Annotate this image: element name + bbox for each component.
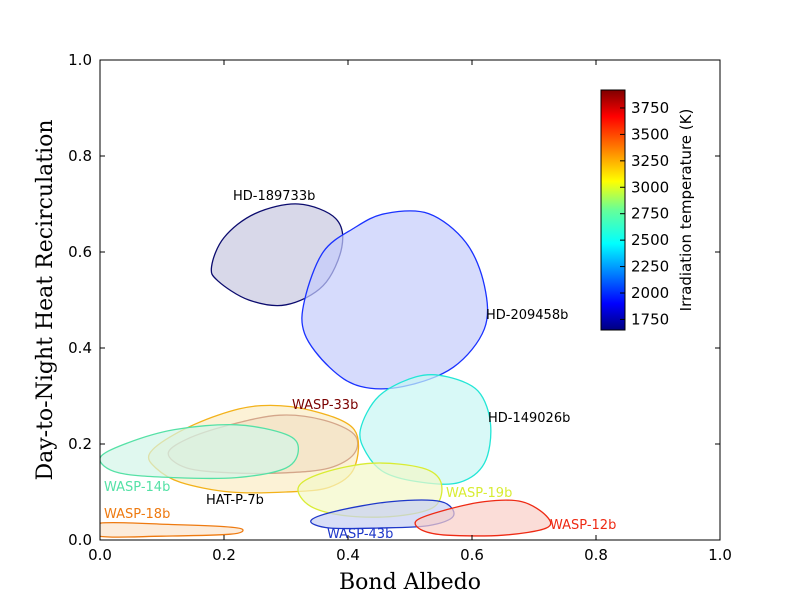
y-tick-label: 1.0 (68, 51, 92, 69)
colorbar-tick-label: 2250 (631, 258, 669, 276)
label-wasp-43b: WASP-43b (327, 527, 393, 542)
label-wasp-33b: WASP-33b (292, 398, 358, 413)
colorbar-tick-label: 3000 (631, 178, 669, 196)
y-axis-title: Day-to-Night Heat Recirculation (33, 119, 58, 480)
colorbar-tick-label: 2750 (631, 205, 669, 223)
colorbar-tick-label: 2500 (631, 231, 669, 249)
label-wasp-12b: WASP-12b (550, 518, 616, 533)
y-ticks: 0.0 0.2 0.4 0.6 0.8 1.0 (68, 51, 720, 549)
x-tick-label: 1.0 (708, 546, 732, 564)
regions (100, 203, 552, 538)
x-tick-label: 0.8 (584, 546, 608, 564)
region-wasp-14b (100, 423, 300, 480)
y-tick-label: 0.8 (68, 147, 92, 165)
colorbar-tick-label: 2000 (631, 284, 669, 302)
colorbar-gradient (600, 89, 626, 331)
x-tick-label: 0.0 (88, 546, 112, 564)
label-wasp-18b: WASP-18b (104, 507, 170, 522)
x-tick-label: 0.4 (336, 546, 360, 564)
y-tick-label: 0.4 (68, 339, 92, 357)
colorbar-ticks: 1750 2000 2250 2500 2750 3000 3250 3500 3750 (620, 99, 669, 328)
label-hd-149026b: HD-149026b (488, 411, 570, 426)
x-ticks: 0.0 0.2 0.4 0.6 0.8 1.0 (88, 60, 732, 564)
y-tick-label: 0.0 (68, 531, 92, 549)
region-wasp-12b (414, 499, 552, 537)
colorbar-title: Irradiation temperature (K) (677, 109, 695, 312)
x-axis-title: Bond Albedo (339, 570, 481, 595)
y-tick-label: 0.6 (68, 243, 92, 261)
label-hd-209458b: HD-209458b (486, 308, 568, 323)
region-hd-209458b (301, 210, 489, 390)
label-hat-p-7b: HAT-P-7b (206, 493, 264, 508)
colorbar-tick-label: 1750 (631, 310, 669, 328)
label-hd-189733b: HD-189733b (233, 189, 315, 204)
region-labels: HD-189733b HD-209458b HD-149026b WASP-33b HA… (104, 189, 616, 542)
colorbar-tick-label: 3500 (631, 125, 669, 143)
x-tick-label: 0.6 (460, 546, 484, 564)
plot-frame (99, 59, 721, 541)
label-wasp-14b: WASP-14b (104, 480, 170, 495)
colorbar: 1750 2000 2250 2500 2750 3000 3250 3500 3750 Irr… (600, 89, 695, 331)
region-wasp-18b (100, 521, 244, 538)
y-tick-label: 0.2 (68, 435, 92, 453)
label-wasp-19b: WASP-19b (446, 486, 512, 501)
colorbar-tick-label: 3250 (631, 152, 669, 170)
x-tick-label: 0.2 (212, 546, 236, 564)
colorbar-tick-label: 3750 (631, 99, 669, 117)
